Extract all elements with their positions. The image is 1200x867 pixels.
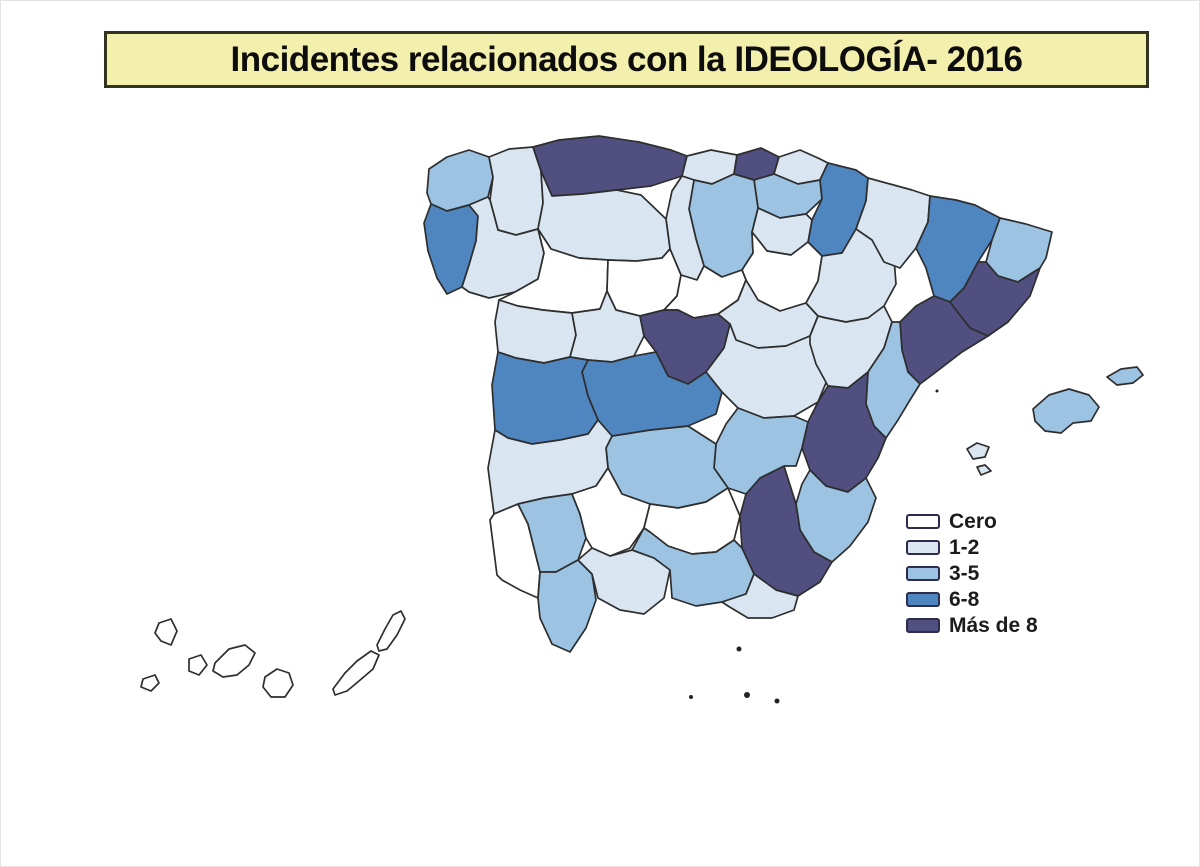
small-territory-dot (744, 692, 750, 698)
province-lapalma (154, 618, 178, 646)
title-banner: Incidentes relacionados con la IDEOLOGÍA… (104, 31, 1149, 88)
province-caceres (491, 351, 599, 445)
legend-swatch-3-5 (906, 566, 940, 581)
legend-label: 6-8 (949, 587, 980, 611)
province-huesca (855, 177, 931, 269)
province-asturias (532, 135, 688, 197)
province-valencia (801, 371, 887, 493)
province-hierro (140, 674, 160, 692)
province-avila (569, 290, 645, 363)
small-territory-dot (774, 698, 780, 704)
province-grancanaria (262, 668, 294, 698)
province-mallorca (1032, 388, 1100, 434)
province-ibiza (966, 442, 990, 460)
page-title: Incidentes relacionados con la IDEOLOGÍA… (230, 39, 1023, 79)
province-lanzarote (376, 610, 406, 652)
legend-item-1-2: 1-2 (906, 535, 1038, 559)
legend-swatch-1-2 (906, 540, 940, 555)
legend-item-6-8: 6-8 (906, 587, 1038, 611)
legend-label: 3-5 (949, 561, 980, 585)
province-fuerteventura (332, 650, 380, 696)
legend-swatch-6-8 (906, 592, 940, 607)
small-territory-dot (689, 695, 693, 699)
legend-item-cero: Cero (906, 509, 1038, 533)
legend-label: Cero (949, 509, 997, 533)
province-lugo (488, 146, 544, 236)
province-tenerife (212, 644, 256, 678)
legend-swatch-cero (906, 514, 940, 529)
province-murcia (739, 465, 833, 597)
province-formentera (976, 464, 992, 476)
small-territory-dot (736, 646, 742, 652)
province-menorca (1106, 366, 1144, 386)
legend-label: 1-2 (949, 535, 980, 559)
legend: Cero 1-2 3-5 6-8 Más de 8 (906, 509, 1038, 637)
province-cordoba (571, 467, 651, 557)
province-cadiz (537, 559, 597, 653)
legend-item-mas-de-8: Más de 8 (906, 613, 1038, 637)
legend-swatch-mas-de-8 (906, 618, 940, 633)
province-gomera (188, 654, 208, 676)
province-almeria (721, 573, 799, 619)
legend-label: Más de 8 (949, 613, 1038, 637)
small-territory-dot (935, 389, 939, 393)
legend-item-3-5: 3-5 (906, 561, 1038, 585)
